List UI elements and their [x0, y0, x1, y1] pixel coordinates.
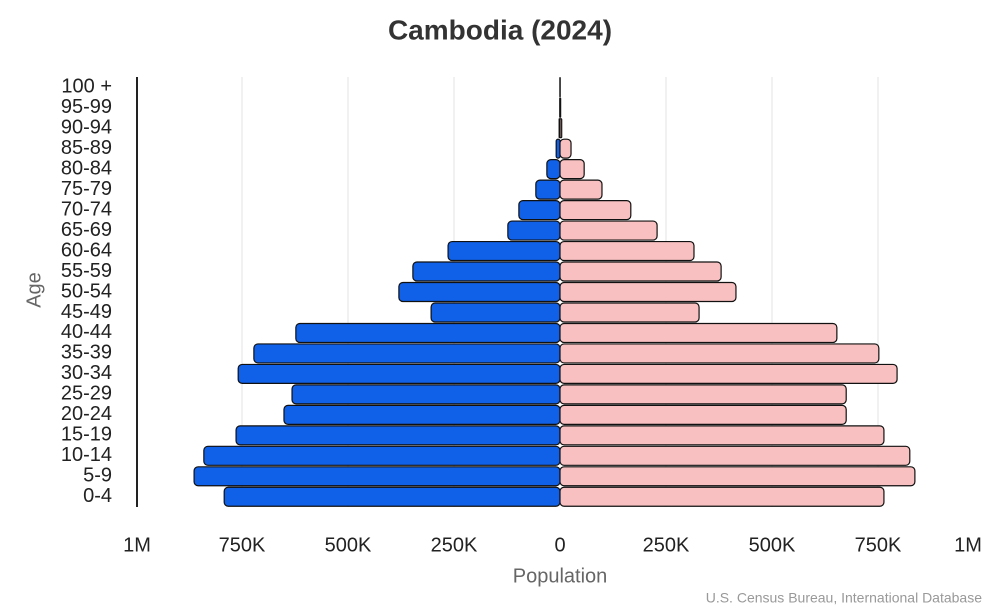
- bar: [507, 220, 561, 241]
- y-tick-label: 90-94: [61, 116, 112, 138]
- x-tick-label: 1M: [954, 534, 982, 556]
- bar: [559, 159, 585, 180]
- bar: [535, 179, 561, 200]
- bar: [559, 261, 722, 282]
- bar: [283, 404, 561, 425]
- bar: [559, 138, 572, 159]
- y-tick-label: 55-59: [61, 260, 112, 282]
- y-tick-label: 60-64: [61, 239, 112, 261]
- bar: [291, 384, 561, 405]
- y-tick-label: 100 +: [61, 76, 112, 98]
- bar: [295, 322, 561, 344]
- y-tick-label: 30-34: [61, 362, 112, 384]
- bar: [559, 118, 563, 139]
- chart-title: Cambodia (2024): [388, 14, 612, 45]
- y-tick-label: 15-19: [61, 424, 112, 446]
- bar: [559, 425, 885, 446]
- bar: [559, 240, 695, 262]
- bar: [559, 384, 847, 405]
- x-tick-label: 0: [554, 534, 565, 556]
- bar: [253, 343, 561, 364]
- y-tick-label: 80-84: [61, 157, 112, 179]
- source-note: U.S. Census Bureau, International Databa…: [706, 590, 982, 606]
- bar: [559, 220, 658, 241]
- bar: [559, 200, 632, 221]
- bar: [559, 445, 911, 466]
- x-axis-title: Population: [513, 565, 608, 587]
- x-tick-label: 750K: [219, 534, 266, 556]
- bar: [559, 281, 737, 303]
- bar: [237, 363, 561, 384]
- bar: [546, 159, 561, 180]
- bar: [412, 261, 561, 282]
- bar: [559, 302, 700, 323]
- y-tick-label: 85-89: [61, 137, 112, 159]
- bar: [559, 486, 885, 507]
- bar: [559, 322, 838, 344]
- bar: [559, 179, 603, 200]
- y-tick-label: 50-54: [61, 280, 112, 302]
- bar: [223, 486, 561, 507]
- y-tick-label: 65-69: [61, 219, 112, 241]
- y-tick-label: 95-99: [61, 96, 112, 118]
- bar: [559, 404, 847, 425]
- y-tick-label: 25-29: [61, 383, 112, 405]
- y-axis-title: Age: [23, 272, 45, 308]
- bar: [559, 466, 916, 487]
- y-tick-label: 5-9: [83, 465, 112, 487]
- x-tick-label: 250K: [643, 534, 690, 556]
- x-tick-label: 750K: [855, 534, 902, 556]
- y-tick-label: 70-74: [61, 198, 112, 220]
- bar: [430, 302, 561, 323]
- y-tick-label: 10-14: [61, 444, 112, 466]
- y-tick-label: 0-4: [83, 485, 112, 507]
- bar: [193, 466, 561, 487]
- bar: [559, 97, 562, 118]
- x-tick-label: 1M: [123, 534, 151, 556]
- x-tick-label: 500K: [325, 534, 372, 556]
- y-tick-label: 45-49: [61, 301, 112, 323]
- y-tick-label: 20-24: [61, 403, 112, 425]
- bar: [559, 363, 898, 384]
- y-tick-label: 35-39: [61, 342, 112, 364]
- bar: [518, 200, 561, 221]
- x-tick-label: 500K: [749, 534, 796, 556]
- y-tick-label: 75-79: [61, 178, 112, 200]
- bar: [447, 240, 561, 262]
- bar: [559, 343, 880, 364]
- bar: [398, 281, 561, 303]
- bar: [203, 445, 561, 466]
- y-tick-label: 40-44: [61, 321, 112, 343]
- bar: [235, 425, 561, 446]
- x-tick-label: 250K: [431, 534, 478, 556]
